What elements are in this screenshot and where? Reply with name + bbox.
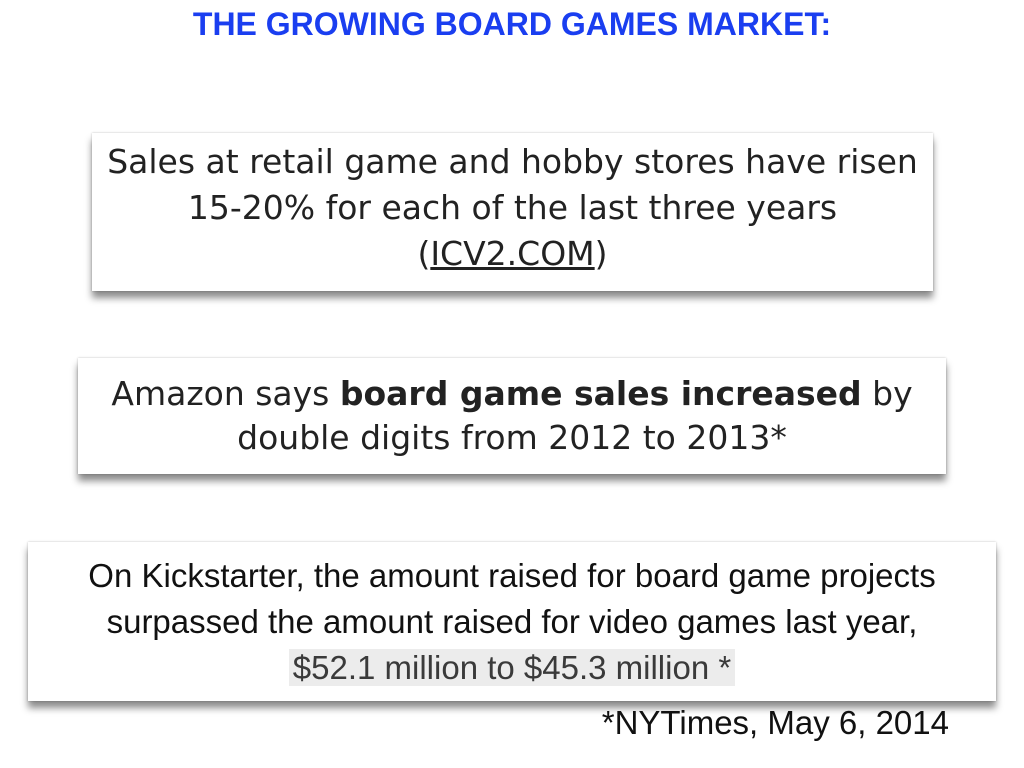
retail-sales-line-1: Sales at retail game and hobby stores ha… xyxy=(107,142,918,181)
kickstarter-highlight-figures: $52.1 million to $45.3 million * xyxy=(288,648,736,686)
kickstarter-line-3: $52.1 million to $45.3 million * xyxy=(88,645,935,691)
amazon-sales-line-2: double digits from 2012 to 2013* xyxy=(237,418,787,457)
stat-card-amazon-sales-text: Amazon says board game sales increased b… xyxy=(111,372,912,460)
close-paren: ) xyxy=(594,234,608,273)
kickstarter-line-1: On Kickstarter, the amount raised for bo… xyxy=(88,556,936,594)
stat-card-kickstarter-text: On Kickstarter, the amount raised for bo… xyxy=(88,553,936,691)
kickstarter-line-2: surpassed the amount raised for video ga… xyxy=(106,602,918,640)
stat-card-retail-sales: Sales at retail game and hobby stores ha… xyxy=(92,133,933,291)
stat-card-kickstarter: On Kickstarter, the amount raised for bo… xyxy=(28,542,996,701)
icv2-source-link[interactable]: ICV2.COM xyxy=(430,234,595,273)
footnote-source: *NYTimes, May 6, 2014 xyxy=(601,704,949,741)
slide-title: THE GROWING BOARD GAMES MARKET: xyxy=(192,6,832,42)
stat-card-retail-sales-text: Sales at retail game and hobby stores ha… xyxy=(107,139,918,277)
amazon-prefix: Amazon says xyxy=(111,374,340,413)
stat-card-amazon-sales: Amazon says board game sales increased b… xyxy=(78,358,946,474)
open-paren: ( xyxy=(417,234,431,273)
amazon-bold-phrase: board game sales increased xyxy=(339,374,862,413)
retail-sales-source-line: (ICV2.COM) xyxy=(107,231,918,277)
amazon-suffix: by xyxy=(861,374,913,413)
retail-sales-line-2: 15-20% for each of the last three years xyxy=(187,188,838,227)
amazon-sales-line-1: Amazon says board game sales increased b… xyxy=(111,372,912,416)
